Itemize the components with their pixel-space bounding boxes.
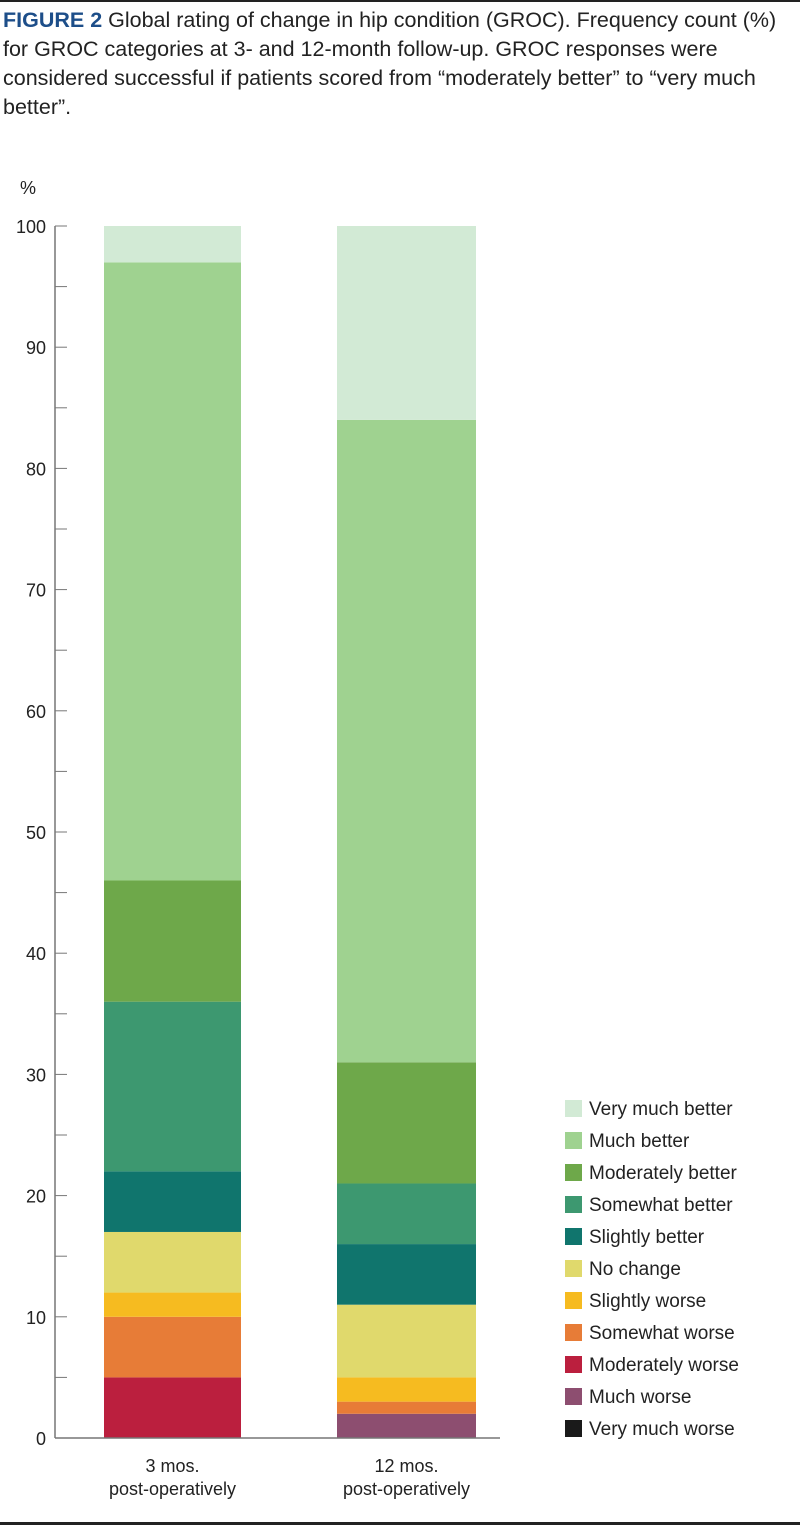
bar-segment-very-much-better [337, 226, 476, 420]
legend-swatch [565, 1292, 582, 1309]
y-tick-label: 100 [16, 217, 46, 237]
bar-segment-somewhat-better [337, 1183, 476, 1245]
bar-segment-slightly-better [104, 1171, 241, 1232]
bottom-rule [0, 1522, 800, 1525]
bar-segment-no-change [104, 1231, 241, 1293]
y-tick-label: 20 [26, 1187, 46, 1207]
legend-swatch [565, 1196, 582, 1213]
legend-item: Much better [565, 1131, 689, 1153]
legend-swatch [565, 1260, 582, 1277]
bar-segment-somewhat-worse [337, 1401, 476, 1414]
bar-segment-very-much-better [104, 226, 241, 263]
legend-item: No change [565, 1259, 681, 1281]
legend-item: Somewhat worse [565, 1323, 735, 1345]
legend-label: Slightly better [589, 1227, 705, 1248]
y-tick-label: 60 [26, 702, 46, 722]
legend-swatch [565, 1164, 582, 1181]
bar-segment-much-better [337, 419, 476, 1063]
legend-item: Slightly better [565, 1227, 704, 1249]
legend-label: Much worse [589, 1387, 692, 1408]
bar-segment-moderately-worse [104, 1377, 241, 1438]
top-rule [0, 0, 800, 2]
legend-label: Very much worse [589, 1419, 735, 1440]
y-axis-label: % [20, 178, 36, 198]
x-tick-label: post-operatively [109, 1479, 236, 1499]
figure-label: FIGURE 2 [3, 8, 103, 32]
legend-item: Much worse [565, 1387, 691, 1409]
legend-item: Moderately worse [565, 1355, 739, 1377]
bar-segment-moderately-better [104, 880, 241, 1002]
y-tick-label: 50 [26, 823, 46, 843]
y-tick-label: 10 [26, 1308, 46, 1328]
legend-swatch [565, 1100, 582, 1117]
legend-swatch [565, 1356, 582, 1373]
y-tick-label: 90 [26, 338, 46, 358]
y-tick-label: 70 [26, 581, 46, 601]
caption: FIGURE 2 Global rating of change in hip … [3, 6, 793, 122]
legend-swatch [565, 1388, 582, 1405]
legend-swatch [565, 1420, 582, 1437]
legend-label: Moderately worse [589, 1355, 739, 1376]
y-tick-label: 0 [36, 1429, 46, 1449]
bar-segment-somewhat-worse [104, 1316, 241, 1378]
legend-label: Slightly worse [589, 1291, 707, 1312]
legend-item: Moderately better [565, 1163, 737, 1185]
bar-segment-moderately-better [337, 1062, 476, 1184]
legend-label: Moderately better [589, 1163, 737, 1184]
legend-label: No change [589, 1259, 681, 1280]
bar-segment-no-change [337, 1304, 476, 1378]
bar-segment-slightly-worse [337, 1377, 476, 1402]
y-tick-label: 80 [26, 459, 46, 479]
caption-text: Global rating of change in hip condition… [3, 8, 777, 119]
bar-segment-much-better [104, 262, 241, 881]
legend-swatch [565, 1324, 582, 1341]
y-tick-label: 40 [26, 944, 46, 964]
x-tick-label: 3 mos. [145, 1456, 199, 1476]
legend-item: Very much worse [565, 1419, 735, 1441]
legend-label: Somewhat worse [589, 1323, 735, 1344]
legend-item: Very much better [565, 1099, 733, 1121]
legend-item: Somewhat better [565, 1195, 733, 1217]
bar-segment-somewhat-better [104, 1001, 241, 1172]
legend-label: Very much better [589, 1099, 733, 1120]
x-tick-label: 12 mos. [374, 1456, 438, 1476]
x-tick-label: post-operatively [343, 1479, 470, 1499]
y-tick-label: 30 [26, 1065, 46, 1085]
legend-label: Much better [589, 1131, 690, 1152]
bar-segment-slightly-better [337, 1244, 476, 1305]
bar-segment-much-worse [337, 1413, 476, 1438]
legend-swatch [565, 1228, 582, 1245]
legend-item: Slightly worse [565, 1291, 706, 1313]
legend-swatch [565, 1132, 582, 1149]
bar-segment-slightly-worse [104, 1292, 241, 1317]
legend-label: Somewhat better [589, 1195, 733, 1216]
